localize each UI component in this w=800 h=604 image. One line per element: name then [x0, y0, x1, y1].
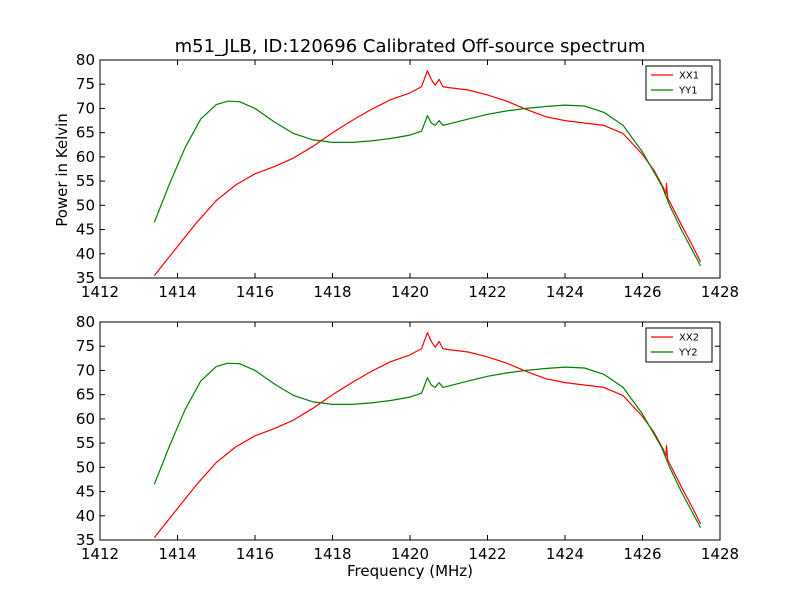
y-tick-label: 80 — [76, 51, 95, 69]
x-tick-label: 1428 — [701, 545, 739, 563]
x-tick-label: 1420 — [391, 545, 429, 563]
subplot-2: 1412 1414 1416 1418 1420 1422 1424 1426 1428 35 40… — [76, 313, 739, 563]
y-tick-label: 40 — [76, 507, 95, 525]
y-tick-label: 55 — [76, 434, 95, 452]
legend-label-yy1: YY1 — [678, 86, 698, 97]
legend-box — [645, 327, 713, 363]
x-tick-label: 1426 — [623, 283, 661, 301]
legend-box — [645, 65, 713, 101]
x-axis-label: Frequency (MHz) — [347, 562, 473, 580]
y-tick-label: 40 — [76, 245, 95, 263]
y-tick-label: 60 — [76, 410, 95, 428]
y-tick-label: 55 — [76, 172, 95, 190]
x-tick-label: 1424 — [546, 283, 584, 301]
series-line-yy1 — [153, 100, 702, 267]
y-tick-label: 45 — [76, 483, 95, 501]
legend-label-xx1: XX1 — [679, 71, 699, 82]
x-tick-label: 1414 — [158, 283, 196, 301]
y-tick-label: 75 — [76, 337, 95, 355]
x-tick-label: 1414 — [158, 545, 196, 563]
x-tick-label: 1418 — [313, 283, 351, 301]
x-tick-label: 1422 — [468, 545, 506, 563]
plots-group: 1412 1414 1416 1418 1420 1422 1424 1426 1428 35 40… — [76, 51, 739, 563]
x-tick-label: 1420 — [391, 283, 429, 301]
y-tick-label: 80 — [76, 313, 95, 331]
y-tick-label: 65 — [76, 124, 95, 142]
x-tick-label: 1428 — [701, 283, 739, 301]
x-tick-label: 1418 — [313, 545, 351, 563]
y-tick-label: 70 — [76, 361, 95, 379]
y-tick-label: 75 — [76, 75, 95, 93]
x-tick-label: 1416 — [236, 545, 274, 563]
y-axis-label: Power in Kelvin — [53, 113, 71, 227]
y-tick-label: 65 — [76, 386, 95, 404]
subplot-1: 1412 1414 1416 1418 1420 1422 1424 1426 1428 35 40… — [76, 51, 739, 301]
y-tick-label: 50 — [76, 196, 95, 214]
y-tick-label: 35 — [76, 531, 95, 549]
y-tick-label: 35 — [76, 269, 95, 287]
x-tick-label: 1424 — [546, 545, 584, 563]
y-tick-label: 50 — [76, 458, 95, 476]
legend-label-xx2: XX2 — [679, 333, 699, 344]
x-tick-label: 1412 — [81, 545, 119, 563]
x-tick-label: 1412 — [81, 283, 119, 301]
y-tick-label: 60 — [76, 148, 95, 166]
figure-title: m51_JLB, ID:120696 Calibrated Off-source… — [175, 36, 646, 57]
x-tick-label: 1422 — [468, 283, 506, 301]
y-tick-label: 45 — [76, 221, 95, 239]
y-tick-label: 70 — [76, 99, 95, 117]
legend-label-yy2: YY2 — [678, 348, 698, 359]
x-tick-label: 1426 — [623, 545, 661, 563]
x-tick-label: 1416 — [236, 283, 274, 301]
series-line-yy2 — [153, 362, 702, 529]
